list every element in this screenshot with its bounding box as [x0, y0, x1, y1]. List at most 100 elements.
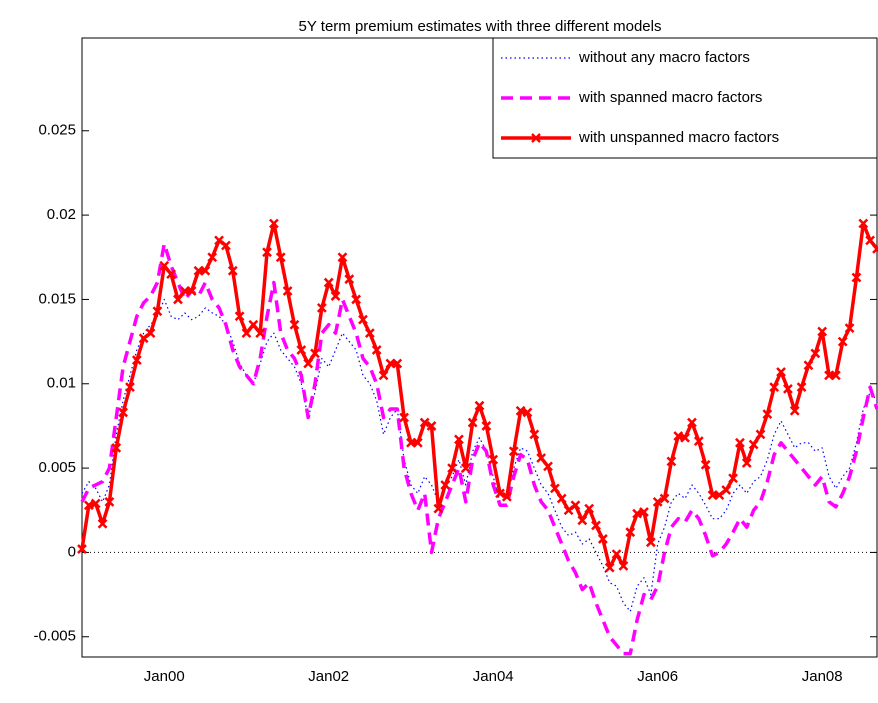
- y-tick-label: 0.02: [47, 206, 76, 223]
- marker: [789, 405, 800, 416]
- marker: [748, 439, 759, 450]
- marker: [536, 453, 547, 463]
- marker: [282, 286, 293, 296]
- marker: [330, 291, 341, 301]
- marker: [659, 493, 670, 504]
- marker: [700, 459, 711, 470]
- marker: [467, 417, 478, 428]
- marker: [776, 367, 786, 377]
- x-tick-label: Jan06: [637, 668, 678, 685]
- marker: [392, 358, 403, 369]
- marker: [303, 358, 314, 369]
- marker: [844, 323, 855, 333]
- marker: [241, 328, 252, 339]
- marker: [570, 500, 581, 511]
- marker: [872, 243, 878, 254]
- marker: [269, 218, 279, 229]
- marker: [152, 306, 163, 317]
- legend-label: with unspanned macro factors: [578, 129, 779, 146]
- x-tick-label: Jan04: [473, 668, 514, 685]
- series-line: [81, 298, 878, 613]
- marker: [378, 370, 389, 381]
- series-line: [80, 242, 878, 656]
- marker: [817, 326, 828, 337]
- marker: [262, 247, 272, 258]
- marker: [412, 437, 423, 448]
- marker: [769, 382, 780, 393]
- marker: [522, 407, 533, 418]
- x-tick-label: Jan08: [802, 668, 843, 685]
- marker: [556, 493, 567, 504]
- marker: [728, 473, 738, 484]
- marker: [426, 421, 437, 431]
- marker: [460, 463, 471, 473]
- marker: [604, 562, 615, 573]
- marker: [858, 218, 869, 229]
- marker: [625, 527, 636, 538]
- marker: [529, 429, 540, 440]
- marker: [447, 463, 457, 473]
- marker: [783, 383, 793, 394]
- y-tick-label: 0: [68, 543, 76, 560]
- marker: [830, 370, 841, 381]
- marker: [440, 480, 451, 490]
- marker: [90, 498, 101, 509]
- marker: [597, 534, 608, 544]
- marker: [364, 328, 375, 339]
- marker: [680, 432, 690, 443]
- marker: [234, 311, 245, 322]
- marker: [323, 277, 334, 288]
- marker: [289, 319, 300, 330]
- legend: without any macro factors with spanned ma…: [492, 37, 878, 159]
- marker: [693, 436, 704, 446]
- marker: [543, 461, 553, 472]
- marker: [714, 490, 725, 500]
- marker: [851, 272, 862, 283]
- marker: [639, 507, 649, 517]
- marker: [255, 328, 266, 339]
- marker: [563, 505, 574, 516]
- plot-frame: [81, 37, 878, 658]
- marker: [618, 561, 629, 571]
- marker: [687, 417, 697, 428]
- marker: [344, 274, 355, 285]
- marker: [275, 252, 286, 263]
- marker: [207, 252, 218, 263]
- marker: [351, 294, 362, 305]
- y-tick-label: 0.01: [47, 375, 76, 392]
- marker: [837, 336, 848, 347]
- marker: [755, 429, 766, 440]
- marker: [632, 508, 643, 519]
- marker: [358, 314, 368, 325]
- marker: [337, 252, 348, 263]
- marker: [721, 485, 732, 495]
- marker: [741, 458, 752, 468]
- marker: [371, 345, 382, 355]
- marker: [803, 360, 814, 371]
- y-tick-label: 0.025: [38, 122, 76, 139]
- marker: [502, 491, 512, 502]
- marker: [735, 437, 745, 448]
- marker: [200, 265, 211, 276]
- marker: [310, 348, 320, 359]
- marker: [125, 382, 135, 393]
- marker: [118, 407, 129, 418]
- marker: [454, 434, 464, 445]
- marker: [611, 549, 622, 559]
- marker: [316, 302, 327, 313]
- y-tick-label: -0.005: [33, 628, 76, 645]
- marker: [652, 496, 663, 507]
- marker: [419, 417, 430, 428]
- legend-label: without any macro factors: [578, 49, 750, 66]
- marker: [77, 544, 87, 554]
- marker: [515, 405, 526, 416]
- legend-label: with spanned macro factors: [578, 89, 762, 106]
- marker: [865, 235, 876, 246]
- x-tick-label: Jan02: [308, 668, 349, 685]
- marker: [666, 456, 677, 467]
- marker: [248, 319, 259, 330]
- marker: [810, 348, 821, 359]
- marker: [138, 333, 149, 344]
- marker: [227, 265, 238, 276]
- marker: [83, 500, 94, 511]
